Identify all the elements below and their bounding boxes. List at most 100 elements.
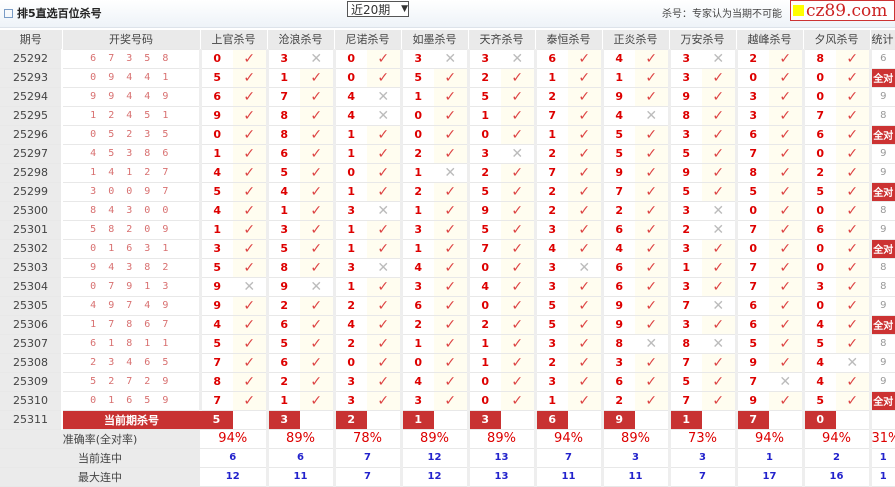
kill-number: 3 — [535, 220, 568, 240]
check-icon: ✓ — [836, 125, 872, 145]
kill-number: 8 — [803, 49, 836, 69]
check-icon: ✓ — [300, 258, 336, 278]
table-row: 25295 1 2 4 5 1 9 ✓ 8 ✓ 4 ✕ 0 ✓ 1 ✓ 7 ✓ 4 ✕ 8 ✓ 3 ✓ 7 ✓ 8 — [0, 106, 895, 126]
kill-number: 3 — [401, 49, 434, 69]
kill-number: 3 — [669, 277, 702, 297]
max-streak-value: 11 — [267, 467, 336, 487]
check-icon: ✓ — [434, 68, 470, 88]
accuracy-row: 准确率(全对率) 94% 89% 78% 89% 89% 94% 89% 73% 94% 94% 31… — [0, 429, 895, 449]
period-cell: 25303 — [0, 258, 63, 278]
kill-number: 2 — [267, 372, 300, 392]
title-text: 排5直选百位杀号 — [17, 7, 102, 20]
check-icon: ✓ — [434, 144, 470, 164]
table-row: 25306 1 7 8 6 7 4 ✓ 6 ✓ 4 ✓ 2 ✓ 2 ✓ 5 ✓ 9 ✓ 3 ✓ 6 ✓ 4 ✓ 全对 — [0, 315, 895, 335]
kill-number: 3 — [535, 372, 568, 392]
kill-number: 4 — [602, 106, 635, 126]
check-icon: ✓ — [635, 49, 671, 69]
table-row: 25305 4 9 7 4 9 9 ✓ 2 ✓ 2 ✓ 6 ✓ 0 ✓ 5 ✓ 9 ✓ 7 ✕ 6 ✓ 0 ✓ 9 — [0, 296, 895, 316]
header-expert: 上官杀号 — [200, 30, 268, 50]
kill-number: 2 — [602, 391, 635, 411]
period-select[interactable]: 近20期 ▼ — [347, 1, 409, 17]
empty-cell — [367, 410, 403, 430]
check-icon: ✓ — [702, 353, 738, 373]
kill-number: 3 — [669, 201, 702, 221]
check-icon: ✓ — [434, 258, 470, 278]
kill-number: 5 — [803, 334, 836, 354]
kill-number: 2 — [803, 163, 836, 183]
check-icon: ✓ — [300, 163, 336, 183]
kill-number: 6 — [803, 125, 836, 145]
period-cell: 25306 — [0, 315, 63, 335]
kill-number: 4 — [401, 372, 434, 392]
check-icon: ✓ — [568, 220, 604, 240]
check-icon: ✓ — [233, 106, 269, 126]
check-icon: ✓ — [836, 49, 872, 69]
period-cell: 25297 — [0, 144, 63, 164]
kill-number: 3 — [200, 239, 233, 259]
kill-number: 2 — [401, 315, 434, 335]
header-expert: 尼诺杀号 — [334, 30, 402, 50]
table-row: 25304 0 7 9 1 3 9 ✕ 9 ✕ 1 ✓ 3 ✓ 4 ✓ 3 ✓ 6 ✓ 3 ✓ 7 ✓ 3 ✓ 8 — [0, 277, 895, 297]
check-icon: ✓ — [568, 144, 604, 164]
check-icon: ✓ — [836, 258, 872, 278]
check-icon: ✓ — [434, 315, 470, 335]
period-cell: 25298 — [0, 163, 63, 183]
period-select-value: 近20期 — [351, 2, 391, 17]
draw-number-cell: 2 3 4 6 5 — [62, 353, 202, 373]
check-icon: ✓ — [233, 68, 269, 88]
kill-number: 5 — [602, 144, 635, 164]
kill-number: 3 — [736, 106, 769, 126]
check-icon: ✓ — [769, 163, 805, 183]
check-icon: ✓ — [501, 68, 537, 88]
period-cell: 25299 — [0, 182, 63, 202]
current-streak-value: 7 — [535, 448, 604, 468]
kill-number: 1 — [267, 391, 300, 411]
kill-number: 8 — [267, 106, 300, 126]
max-streak-value: 12 — [401, 467, 470, 487]
check-icon: ✓ — [434, 353, 470, 373]
check-icon: ✓ — [300, 220, 336, 240]
cross-icon: ✕ — [300, 49, 336, 69]
kill-number: 2 — [669, 220, 702, 240]
kill-number: 2 — [468, 68, 501, 88]
cross-icon: ✕ — [367, 106, 403, 126]
cross-icon: ✕ — [434, 49, 470, 69]
check-icon: ✓ — [635, 144, 671, 164]
kill-number: 7 — [602, 182, 635, 202]
check-icon: ✓ — [300, 182, 336, 202]
kill-number: 5 — [468, 87, 501, 107]
stat-cell: 9 — [870, 296, 895, 316]
kill-number: 0 — [200, 49, 233, 69]
table-row: 25302 0 1 6 3 1 3 ✓ 5 ✓ 1 ✓ 1 ✓ 7 ✓ 4 ✓ 4 ✓ 3 ✓ 0 ✓ 0 ✓ 全对 — [0, 239, 895, 259]
kill-number: 7 — [736, 372, 769, 392]
kill-number: 2 — [736, 49, 769, 69]
accuracy-value: 89% — [602, 429, 671, 449]
page-title: 排5直选百位杀号 — [4, 5, 102, 21]
kill-number: 8 — [267, 258, 300, 278]
check-icon: ✓ — [568, 391, 604, 411]
period-cell: 25307 — [0, 334, 63, 354]
table-row: 25310 0 1 6 5 9 7 ✓ 1 ✓ 3 ✓ 3 ✓ 0 ✓ 1 ✓ 2 ✓ 7 ✓ 9 ✓ 5 ✓ 全对 — [0, 391, 895, 411]
check-icon: ✓ — [702, 239, 738, 259]
current-kill-number: 5 — [200, 410, 233, 430]
header-expert: 沧浪杀号 — [267, 30, 335, 50]
kill-number: 1 — [468, 106, 501, 126]
check-icon: ✓ — [836, 391, 872, 411]
table-row: 25293 0 9 4 4 1 5 ✓ 1 ✓ 0 ✓ 5 ✓ 2 ✓ 1 ✓ 1 ✓ 3 ✓ 0 ✓ 0 ✓ 全对 — [0, 68, 895, 88]
check-icon: ✓ — [635, 125, 671, 145]
table-row: 25301 5 8 2 0 9 1 ✓ 3 ✓ 1 ✓ 3 ✓ 5 ✓ 3 ✓ 6 ✓ 2 ✕ 7 ✓ 6 ✓ 9 — [0, 220, 895, 240]
kill-number: 1 — [334, 239, 367, 259]
site-logo[interactable]: cz89.com — [790, 0, 895, 21]
kill-number: 0 — [736, 201, 769, 221]
kill-number: 1 — [267, 68, 300, 88]
check-icon: ✓ — [367, 239, 403, 259]
check-icon: ✓ — [300, 201, 336, 221]
check-icon: ✓ — [367, 277, 403, 297]
check-icon: ✓ — [635, 163, 671, 183]
draw-number-cell: 4 5 3 8 6 — [62, 144, 202, 164]
check-icon: ✓ — [769, 239, 805, 259]
check-icon: ✓ — [635, 87, 671, 107]
check-icon: ✓ — [568, 49, 604, 69]
check-icon: ✓ — [568, 334, 604, 354]
stat-cell: 9 — [870, 353, 895, 373]
